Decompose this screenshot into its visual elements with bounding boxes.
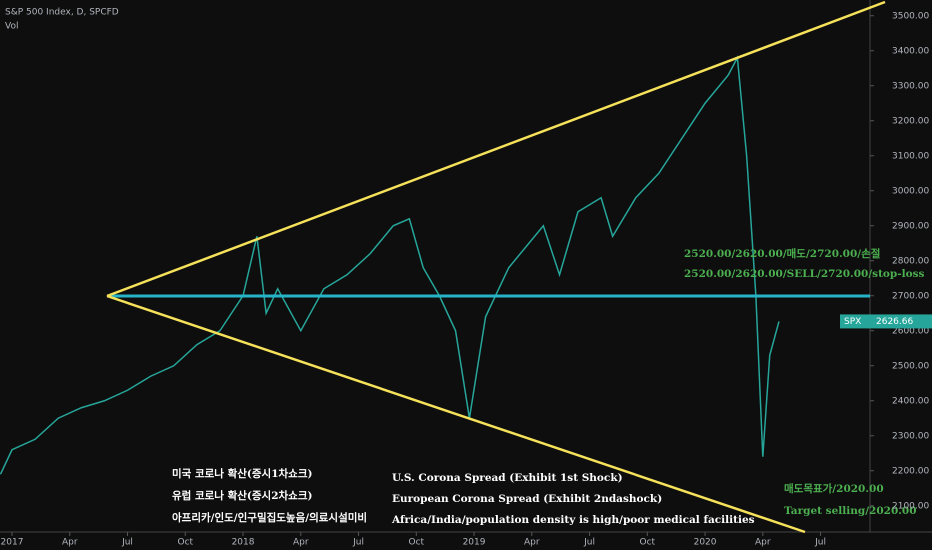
y-tick-label: 2300.00 [892, 431, 929, 441]
y-tick-label: 2600.00 [892, 326, 929, 336]
trend-line-lower [106, 294, 806, 534]
annotation: Africa/India/population density is high/… [391, 514, 755, 526]
x-tick-label: 2019 [463, 538, 486, 548]
x-tick-label: Jul [121, 538, 133, 548]
annotation: U.S. Corona Spread (Exhibit 1st Shock) [392, 472, 623, 484]
annotation: Target selling/2020.00 [784, 505, 917, 517]
y-tick-label: 3100.00 [892, 151, 929, 161]
y-tick-label: 3500.00 [892, 11, 929, 21]
x-tick-label: Apr [524, 538, 540, 548]
y-tick-label: 2100.00 [892, 501, 929, 511]
x-tick-label: Oct [409, 538, 425, 548]
y-tick-label: 2500.00 [892, 361, 929, 371]
y-tick-label: 3000.00 [892, 186, 929, 196]
y-tick-label: 2700.00 [892, 291, 929, 301]
plot-area [0, 55, 780, 475]
chart-title: S&P 500 Index, D, SPCFD [5, 8, 119, 18]
annotation: 유럽 코로나 확산(증시2차쇼크) [172, 489, 312, 502]
x-tick-label: 2020 [694, 538, 717, 548]
price-line [0, 55, 780, 475]
y-tick-label: 3200.00 [892, 116, 929, 126]
last-price-tag [870, 314, 932, 329]
annotation: 아프리카/인도/인구밀집도높음/의료시설미비 [172, 511, 367, 524]
annotation: 매도목표가/2020.00 [784, 482, 884, 495]
x-tick-label: Apr [293, 538, 309, 548]
last-price-label: 2626.66 [876, 317, 913, 327]
y-tick-label: 3300.00 [892, 81, 929, 91]
last-price-name: SPX [844, 317, 861, 327]
annotation: 2520.00/2620.00/SELL/2720.00/stop-loss [684, 268, 925, 280]
last-price-name-box [840, 314, 870, 329]
x-tick-label: Jul [814, 538, 826, 548]
y-tick-label: 2200.00 [892, 466, 929, 476]
annotation: European Corona Spread (Exhibit 2ndashoc… [392, 493, 662, 505]
x-tick-label: 2018 [232, 538, 255, 548]
x-tick-label: Jul [352, 538, 364, 548]
annotation: 2520.00/2620.00/매도/2720.00/손절 [684, 247, 880, 260]
trend-line-upper [106, 0, 886, 298]
y-tick-label: 2400.00 [892, 396, 929, 406]
x-tick-label: Oct [640, 538, 656, 548]
x-tick-label: Apr [755, 538, 771, 548]
x-tick-label: Apr [62, 538, 78, 548]
y-tick-label: 3400.00 [892, 46, 929, 56]
y-tick-label: 2900.00 [892, 221, 929, 231]
chart-subtitle: Vol [5, 22, 18, 32]
x-tick-label: Oct [177, 538, 193, 548]
y-tick-label: 2800.00 [892, 256, 929, 266]
annotation: 미국 코로나 확산(증시1차쇼크) [172, 467, 312, 480]
x-tick-label: Jul [583, 538, 595, 548]
x-tick-label: 2017 [1, 538, 24, 548]
